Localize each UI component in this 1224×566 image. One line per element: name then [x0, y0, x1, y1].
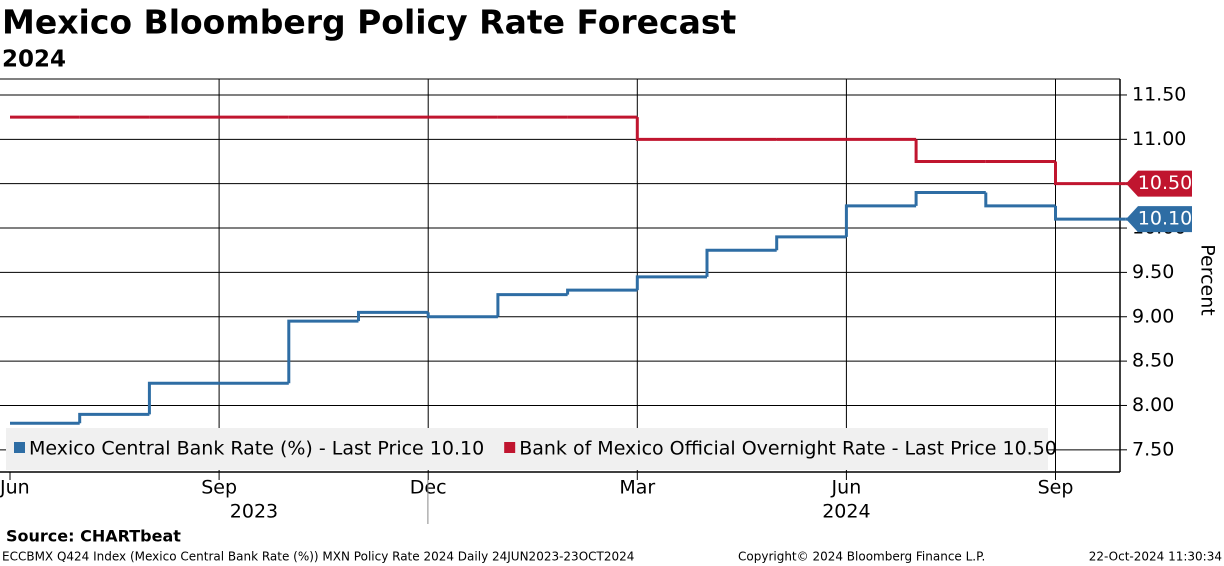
x-tick-label: Sep — [1038, 477, 1074, 499]
series-step — [635, 275, 707, 291]
y-axis-label: Percent — [1197, 244, 1219, 316]
series-step — [287, 319, 359, 384]
x-year-label: 2024 — [822, 501, 870, 523]
legend-label: Bank of Mexico Official Overnight Rate -… — [519, 438, 1057, 460]
footer-left: ECCBMX Q424 Index (Mexico Central Bank R… — [2, 550, 634, 564]
series-step — [775, 235, 847, 251]
series-step — [566, 288, 638, 295]
y-tick-label: 11.50 — [1132, 83, 1186, 105]
last-price-label: 10.10 — [1138, 208, 1192, 230]
series-step — [147, 381, 220, 415]
series-step — [1054, 205, 1126, 221]
x-tick-label: Jun — [831, 477, 862, 499]
series-step — [426, 312, 498, 319]
y-tick-label: 8.00 — [1132, 394, 1174, 416]
series-step — [1054, 161, 1126, 186]
legend-swatch — [504, 442, 516, 453]
last-price-tag — [1126, 206, 1192, 233]
chart-title: Mexico Bloomberg Policy Rate Forecast — [2, 3, 736, 42]
x-tick-label: Jun — [0, 477, 30, 499]
series-step — [357, 310, 429, 322]
series-step — [705, 248, 777, 277]
x-tick-label: Sep — [201, 477, 237, 499]
footer-right: 22-Oct-2024 11:30:34 — [1089, 550, 1222, 564]
series-step — [914, 139, 986, 164]
series-step — [78, 412, 150, 424]
series-step — [635, 117, 707, 141]
x-tick-label: Mar — [619, 477, 655, 499]
chart-subtitle: 2024 — [2, 47, 66, 73]
y-tick-label: 7.50 — [1132, 438, 1174, 460]
y-tick-label: 11.00 — [1132, 128, 1186, 150]
footer-center: Copyright© 2024 Bloomberg Finance L.P. — [738, 550, 985, 564]
series-step — [844, 204, 917, 237]
series-step — [914, 191, 986, 206]
legend-box — [6, 428, 1048, 470]
legend-label: Mexico Central Bank Rate (%) - Last Pric… — [29, 438, 484, 460]
last-price-label: 10.50 — [1138, 172, 1192, 194]
series-step — [496, 293, 568, 317]
y-tick-label: 9.50 — [1132, 261, 1174, 283]
x-year-label: 2023 — [230, 501, 278, 523]
y-tick-label: 8.50 — [1132, 350, 1174, 372]
legend-swatch — [14, 442, 25, 453]
last-price-tag — [1126, 170, 1192, 197]
series-step — [984, 192, 1056, 208]
source: Source: CHARTbeat — [6, 527, 181, 546]
y-tick-label: 9.00 — [1132, 305, 1174, 327]
